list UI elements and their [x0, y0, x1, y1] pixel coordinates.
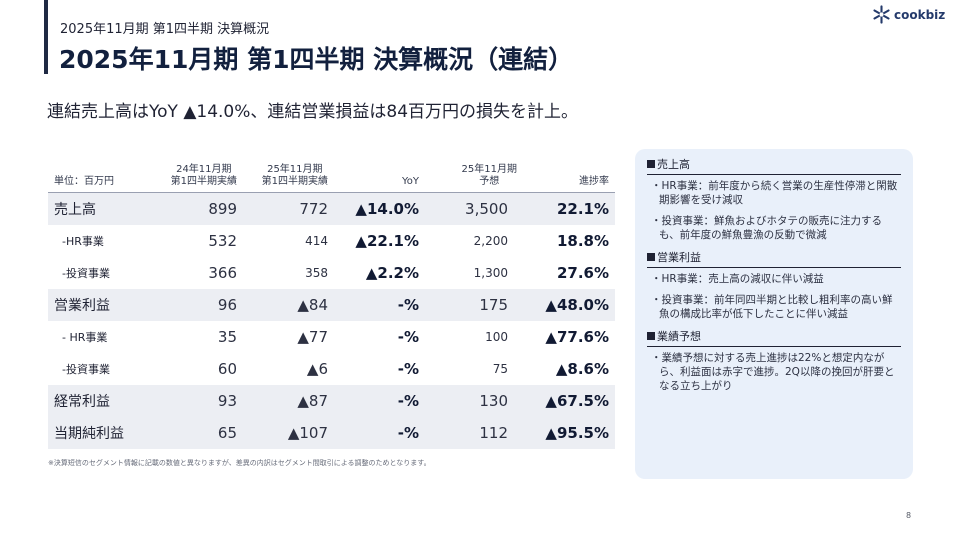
table-row: -HR事業 532 414 ▲22.1% 2,200 18.8% — [48, 225, 615, 257]
table-row: 売上高 899 772 ▲14.0% 3,500 22.1% — [48, 193, 615, 225]
commentary-bullet: ・HR事業：売上高の減収に伴い減益 — [651, 273, 824, 285]
cell-progress: 22.1% — [556, 200, 609, 218]
cell-forecast: 100 — [485, 330, 508, 344]
cell-forecast: 75 — [492, 362, 508, 376]
cell-progress: ▲48.0% — [545, 296, 609, 314]
cell-fy24: 366 — [208, 264, 237, 282]
square-bullet-icon — [647, 160, 655, 168]
cell-progress: 27.6% — [556, 264, 609, 282]
cell-forecast: 112 — [479, 424, 508, 442]
cell-fy25: 414 — [305, 234, 328, 248]
title-accent-bar — [44, 0, 48, 74]
row-label: -HR事業 — [62, 235, 104, 248]
header-divider — [48, 192, 615, 193]
row-label: - HR事業 — [62, 331, 108, 344]
cell-progress: ▲67.5% — [545, 392, 609, 410]
commentary-panel: 売上高 ・HR事業：前年度から続く営業の生産性停滞と閑散期影響を受け減収 ・投資… — [635, 149, 913, 479]
section-divider — [647, 346, 901, 347]
section-divider — [647, 174, 901, 175]
col-header-progress: 進捗率 — [579, 176, 609, 187]
lead-statement: 連結売上高はYoY ▲14.0%、連結営業損益は84百万円の損失を計上。 — [47, 102, 579, 122]
row-label: 当期純利益 — [54, 426, 124, 442]
cell-fy25: 358 — [305, 266, 328, 280]
cell-fy25: ▲107 — [287, 424, 328, 442]
cell-fy24: 532 — [208, 232, 237, 250]
table-row: 経常利益 93 ▲87 -% 130 ▲67.5% — [48, 385, 615, 417]
cell-forecast: 2,200 — [473, 234, 508, 248]
commentary-section-operating-profit: 営業利益 ・HR事業：売上高の減収に伴い減益 ・投資事業：前年同四半期と比較し粗… — [647, 249, 901, 321]
cell-fy24: 93 — [217, 392, 237, 410]
cell-progress: ▲77.6% — [545, 328, 609, 346]
cell-yoy: ▲2.2% — [365, 264, 419, 282]
square-bullet-icon — [647, 332, 655, 340]
col-header-fy25-q1: 25年11月期 第1四半期実績 — [261, 164, 328, 187]
cell-forecast: 175 — [479, 296, 508, 314]
cell-progress: 18.8% — [556, 232, 609, 250]
commentary-bullet: ・HR事業：前年度から続く営業の生産性停滞と閑散期影響を受け減収 — [651, 180, 898, 206]
cell-progress: ▲95.5% — [545, 424, 609, 442]
commentary-bullet: ・業績予想に対する売上進捗は22%と想定内ながら、利益面は赤字で進捗。2Q以降の… — [651, 352, 895, 392]
unit-label: 単位：百万円 — [54, 176, 114, 187]
page-title: 2025年11月期 第1四半期 決算概況（連結） — [59, 45, 574, 74]
cell-fy25: 772 — [299, 200, 328, 218]
snowflake-star-icon — [873, 5, 890, 24]
cell-progress: ▲8.6% — [555, 360, 609, 378]
commentary-section-forecast: 業績予想 ・業績予想に対する売上進捗は22%と想定内ながら、利益面は赤字で進捗。… — [647, 328, 901, 393]
col-header-yoy: YoY — [401, 176, 419, 187]
cell-forecast: 1,300 — [473, 266, 508, 280]
cell-yoy: -% — [397, 424, 419, 442]
cell-fy25: ▲87 — [297, 392, 328, 410]
cell-yoy: -% — [397, 328, 419, 346]
cell-fy24: 35 — [217, 328, 237, 346]
table-header-row: 単位：百万円 24年11月期 第1四半期実績 25年11月期 第1四半期実績 YoY… — [48, 157, 615, 192]
col-header-fy24-q1: 24年11月期 第1四半期実績 — [170, 164, 237, 187]
section-heading: 営業利益 — [647, 249, 901, 265]
results-table: 単位：百万円 24年11月期 第1四半期実績 25年11月期 第1四半期実績 YoY… — [48, 157, 615, 449]
page-number: 8 — [906, 511, 912, 520]
section-heading: 売上高 — [647, 156, 901, 172]
cell-fy24: 96 — [217, 296, 237, 314]
table-row: -投資事業 366 358 ▲2.2% 1,300 27.6% — [48, 257, 615, 289]
table-footnote: ※決算短信のセグメント情報に記載の数値と異なりますが、差異の内訳はセグメント間取… — [48, 459, 431, 467]
cell-fy25: ▲77 — [297, 328, 328, 346]
row-label: -投資事業 — [62, 267, 110, 280]
table-row: 当期純利益 65 ▲107 -% 112 ▲95.5% — [48, 417, 615, 449]
table-row: -投資事業 60 ▲6 -% 75 ▲8.6% — [48, 353, 615, 385]
row-label: 経常利益 — [54, 394, 110, 410]
page-subtitle: 2025年11月期 第1四半期 決算概況 — [60, 22, 270, 37]
cell-fy24: 60 — [217, 360, 237, 378]
cell-forecast: 3,500 — [465, 200, 508, 218]
cell-yoy: -% — [397, 296, 419, 314]
row-label: -投資事業 — [62, 363, 110, 376]
commentary-section-sales: 売上高 ・HR事業：前年度から続く営業の生産性停滞と閑散期影響を受け減収 ・投資… — [647, 156, 901, 242]
section-heading: 業績予想 — [647, 328, 901, 344]
cell-fy25: ▲84 — [297, 296, 328, 314]
col-header-forecast: 25年11月期 予想 — [461, 164, 517, 187]
logo-text: cookbiz — [894, 7, 946, 22]
square-bullet-icon — [647, 253, 655, 261]
cell-forecast: 130 — [479, 392, 508, 410]
cell-fy24: 899 — [208, 200, 237, 218]
table-row: 営業利益 96 ▲84 -% 175 ▲48.0% — [48, 289, 615, 321]
commentary-bullet: ・投資事業：前年同四半期と比較し粗利率の高い鮮魚の構成比率が低下したことに伴い減… — [651, 294, 893, 320]
row-label: 営業利益 — [54, 298, 110, 314]
commentary-bullet: ・投資事業：鮮魚およびホタテの販売に注力するも、前年度の鮮魚豊漁の反動で微減 — [651, 215, 882, 241]
table-row: - HR事業 35 ▲77 -% 100 ▲77.6% — [48, 321, 615, 353]
cell-yoy: ▲14.0% — [355, 200, 419, 218]
cell-yoy: -% — [397, 360, 419, 378]
cell-fy24: 65 — [217, 424, 237, 442]
cookbiz-logo: cookbiz — [872, 5, 945, 24]
row-label: 売上高 — [54, 202, 96, 218]
cell-yoy: ▲22.1% — [355, 232, 419, 250]
section-divider — [647, 267, 901, 268]
cell-yoy: -% — [397, 392, 419, 410]
cell-fy25: ▲6 — [306, 360, 328, 378]
